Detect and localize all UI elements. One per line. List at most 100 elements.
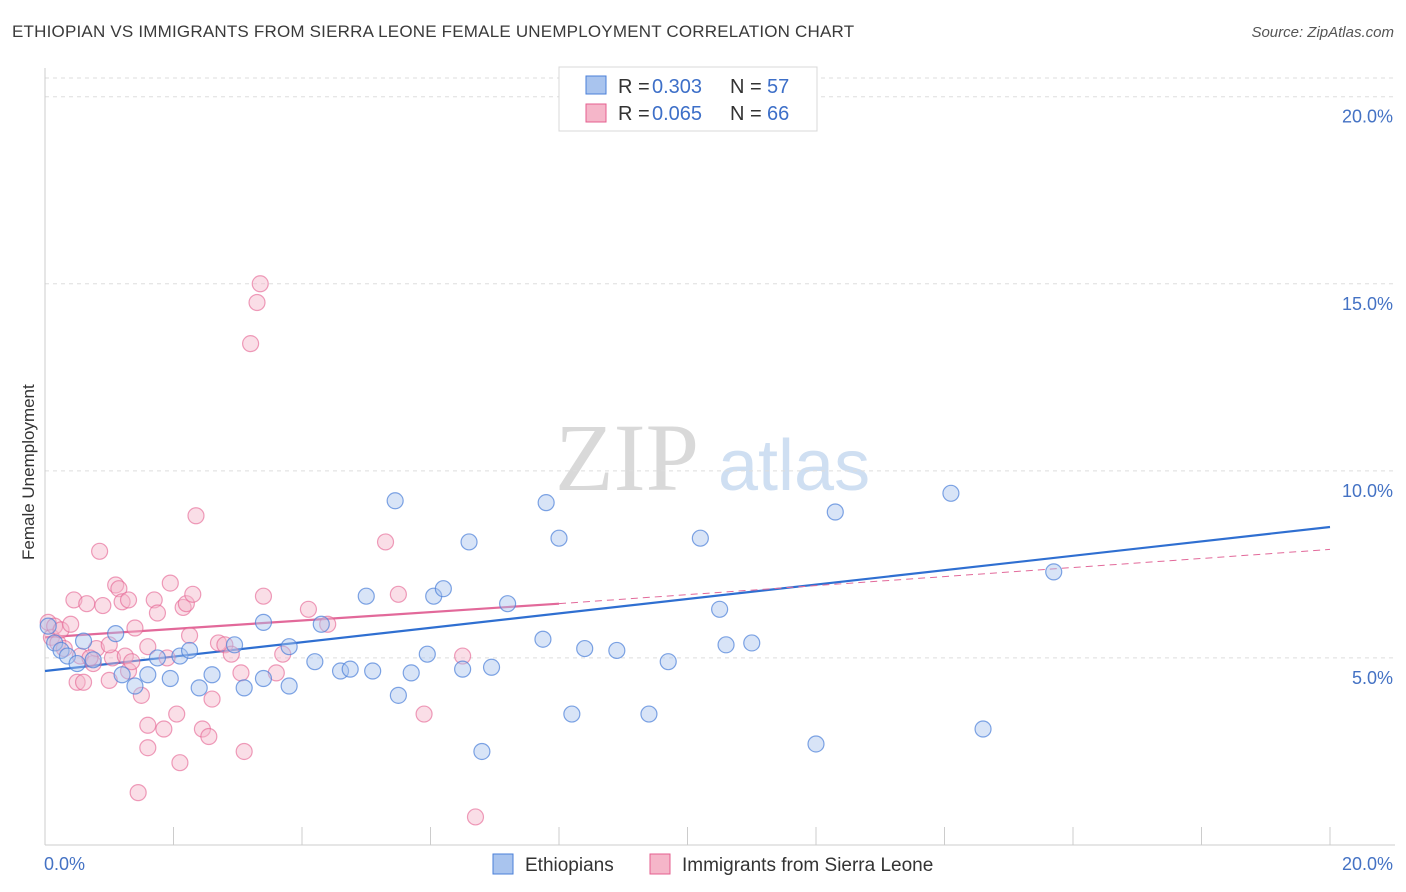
point-ethiopian — [1045, 563, 1063, 581]
point-ethiopian — [68, 654, 86, 673]
chart-source: Source: ZipAtlas.com — [1251, 24, 1394, 41]
y-tick-label: 5.0% — [1352, 668, 1393, 688]
point-ethiopian — [434, 580, 452, 598]
point-ethiopian — [659, 653, 677, 671]
point-sierra-leone — [177, 595, 195, 613]
point-sierra-leone — [389, 585, 407, 603]
legend-n-label-2: N = — [730, 103, 762, 125]
point-sierra-leone — [187, 507, 205, 525]
point-ethiopian — [357, 587, 375, 605]
point-sierra-leone — [155, 720, 173, 738]
point-ethiopian — [107, 625, 125, 643]
point-sierra-leone — [200, 727, 218, 746]
point-sierra-leone — [254, 587, 273, 605]
point-sierra-leone — [376, 533, 395, 551]
legend-r-label-1: R = — [618, 76, 650, 98]
point-ethiopian — [280, 638, 298, 656]
point-ethiopian — [454, 660, 472, 678]
point-ethiopian — [563, 705, 581, 723]
point-sierra-leone — [62, 615, 80, 633]
point-sierra-leone — [251, 275, 269, 293]
point-sierra-leone — [184, 585, 202, 603]
point-ethiopian — [180, 641, 199, 660]
point-ethiopian — [203, 666, 221, 684]
point-ethiopian — [113, 666, 131, 684]
point-sierra-leone — [139, 638, 157, 656]
legend-swatch-sierra-leone — [585, 103, 607, 123]
trend-line-sierra-leone-extension — [558, 548, 1331, 605]
x-tick-label: 0.0% — [44, 854, 85, 874]
point-ethiopian — [190, 679, 208, 697]
y-tick-label: 15.0% — [1342, 294, 1393, 314]
point-ethiopian — [389, 686, 407, 704]
point-ethiopian — [225, 636, 244, 654]
bottom-legend-sierra-leone: Immigrants from Sierra Leone — [682, 855, 933, 876]
legend-r-value-2: 0.065 — [652, 103, 702, 125]
point-sierra-leone — [139, 739, 157, 757]
point-ethiopian — [640, 705, 658, 723]
point-sierra-leone — [248, 293, 266, 312]
point-sierra-leone — [171, 754, 189, 772]
point-ethiopian — [254, 669, 273, 688]
legend-n-value-1: 57 — [767, 76, 789, 98]
point-sierra-leone — [119, 591, 138, 609]
watermark-zip: ZIP — [555, 404, 699, 511]
point-sierra-leone — [74, 673, 93, 691]
bottom-legend: Ethiopians Immigrants from Sierra Leone — [492, 853, 933, 876]
point-ethiopian — [807, 735, 825, 753]
point-sierra-leone — [132, 686, 150, 704]
legend-swatch-ethiopians — [585, 75, 607, 95]
y-tick-label: 20.0% — [1342, 107, 1393, 127]
point-sierra-leone — [415, 705, 433, 723]
point-ethiopian — [826, 503, 844, 521]
point-ethiopian — [534, 630, 552, 648]
point-sierra-leone — [145, 591, 163, 609]
point-ethiopian — [743, 634, 761, 652]
point-ethiopian — [126, 677, 144, 695]
axes: 5.0% 10.0% 15.0% 20.0% 0.0% 20.0% — [44, 68, 1395, 874]
bottom-legend-swatch-ethiopians — [492, 853, 514, 875]
point-ethiopian — [84, 651, 102, 669]
point-ethiopian — [537, 494, 555, 512]
watermark-atlas: atlas — [718, 426, 870, 506]
point-ethiopian — [499, 595, 517, 613]
point-sierra-leone — [242, 335, 260, 353]
point-sierra-leone — [161, 574, 179, 592]
point-ethiopian — [386, 492, 404, 510]
point-sierra-leone — [110, 580, 128, 598]
point-sierra-leone — [180, 626, 199, 645]
point-ethiopian — [171, 647, 189, 665]
point-ethiopian — [306, 653, 324, 671]
point-ethiopian — [550, 529, 568, 547]
point-sierra-leone — [78, 595, 96, 613]
point-ethiopian — [482, 658, 501, 676]
point-sierra-leone — [235, 742, 253, 761]
point-ethiopian — [717, 636, 735, 654]
trend-line-ethiopians — [44, 525, 1331, 673]
point-sierra-leone — [123, 653, 141, 671]
y-tick-label: 10.0% — [1342, 481, 1393, 501]
point-sierra-leone — [68, 673, 86, 691]
point-sierra-leone — [87, 639, 106, 658]
grid-lines — [45, 77, 1395, 659]
point-ethiopian — [608, 641, 626, 660]
point-ethiopian — [576, 639, 594, 658]
point-ethiopian — [473, 742, 491, 761]
point-ethiopian — [402, 664, 420, 682]
data-points — [39, 275, 1063, 826]
y-axis-label: Female Unemployment — [19, 384, 38, 560]
point-sierra-leone — [91, 542, 109, 560]
point-ethiopian — [418, 645, 436, 663]
point-ethiopian — [974, 720, 992, 738]
point-ethiopian — [254, 613, 273, 631]
point-sierra-leone — [319, 615, 337, 633]
point-ethiopian — [148, 649, 167, 667]
point-sierra-leone — [139, 716, 157, 734]
point-ethiopian — [74, 632, 93, 650]
legend-n-value-2: 66 — [767, 103, 789, 125]
point-sierra-leone — [103, 649, 122, 667]
point-ethiopian — [942, 484, 960, 502]
point-sierra-leone — [65, 591, 83, 609]
x-tick-label: 20.0% — [1342, 854, 1393, 874]
